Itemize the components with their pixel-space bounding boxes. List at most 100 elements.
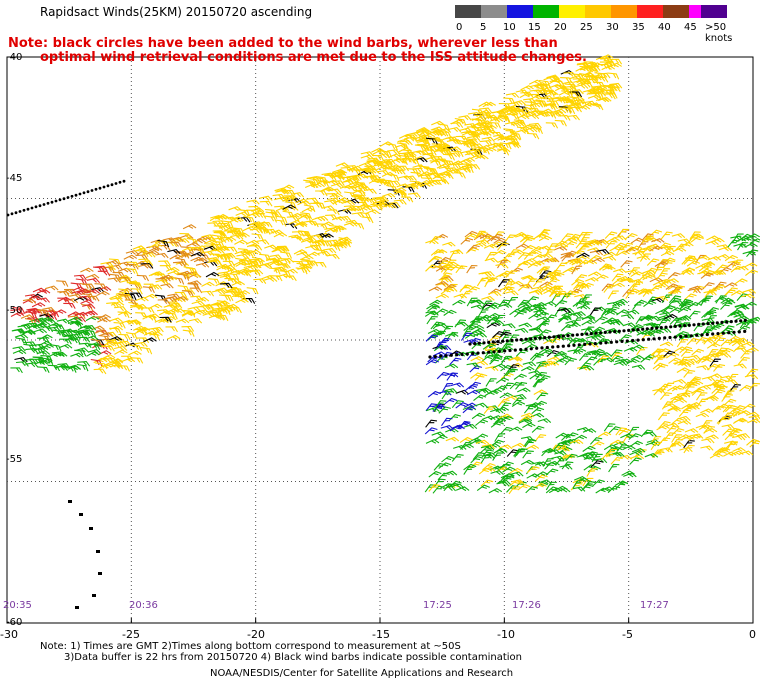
contamination-dot [75,606,79,609]
time-label: 17:25 [423,600,452,611]
contamination-dot [609,340,613,344]
contamination-dot [652,337,656,341]
wind-barb [129,344,143,351]
wind-barb [80,299,94,305]
legend-label: 25 [580,22,593,33]
legend-label: 0 [456,22,463,33]
contamination-dot [538,336,542,340]
contamination-dot [687,323,691,327]
wind-barb [163,275,177,281]
contamination-dot [487,340,491,344]
contamination-dot [622,329,626,333]
wind-barb [165,326,178,333]
wind-barb [382,158,396,165]
contamination-dot [692,323,696,327]
wind-barb [525,114,540,120]
wind-barb [400,196,414,203]
wind-barb [339,184,354,190]
legend-swatch [481,5,507,18]
contamination-dot [529,347,533,351]
contamination-dot [580,332,584,336]
contamination-dot [501,339,505,343]
legend-swatch [663,5,689,18]
contamination-dot [737,330,741,334]
wind-barb [31,302,46,308]
lat-label: -40 [6,52,23,63]
contamination-dot [575,333,579,337]
lat-label: -45 [6,173,23,184]
wind-barb [72,316,87,323]
wind-barb [102,266,116,274]
contamination-dot [66,196,70,199]
contamination-dot [689,334,693,338]
wind-barb [327,209,340,216]
wind-barb [338,215,352,222]
contamination-dot [608,330,612,334]
contamination-dot [540,346,544,350]
lat-label: -60 [6,617,23,628]
contamination-dot [110,183,114,187]
contamination-dot [533,336,537,340]
wind-barb [468,149,482,155]
contamination-dot [505,339,509,343]
contamination-dot [697,322,701,326]
contamination-dot [535,346,539,350]
contamination-dot [473,342,477,346]
wind-barb [211,289,226,295]
contamination-dot [593,342,597,346]
contamination-dot [510,338,514,342]
contamination-dot [58,198,62,202]
contamination-dot [604,341,608,345]
contamination-dot [551,345,555,349]
wind-barb [306,251,320,257]
contamination-dot [734,319,738,323]
contamination-dot [577,343,581,347]
contamination-dot [572,343,576,347]
contamination-dot [695,333,699,337]
wind-barb [132,245,147,251]
wind-barb [160,283,174,289]
legend-label: 10 [503,22,516,33]
contamination-dot [557,334,561,338]
wind-barb [387,153,402,159]
contamination-dot [701,322,705,326]
legend-label: 30 [606,22,619,33]
contamination-dot [641,327,645,331]
wind-barb [221,220,234,228]
lon-label: -15 [372,628,390,641]
legend-swatch [455,5,481,18]
contamination-dot [529,337,533,341]
wind-barb [97,357,111,363]
wind-barb [76,363,89,372]
wind-barb [249,269,264,275]
contamination-dot [543,336,547,340]
contamination-dot [118,180,122,184]
contamination-dot [98,186,102,190]
contamination-dot [465,352,469,356]
contamination-dot [515,338,519,342]
contamination-dot [721,331,725,335]
contamination-dot [90,189,94,192]
wind-barb [607,86,621,92]
lon-label: -20 [247,628,265,641]
lon-label: -25 [122,628,140,641]
legend-label: 40 [658,22,671,33]
lat-label: -55 [6,454,23,465]
contamination-dot [428,355,432,359]
contamination-dot [571,333,575,337]
contamination-dot [477,341,481,345]
wind-barb [381,192,396,198]
contamination-dot [588,342,592,346]
contamination-dot [79,513,83,516]
contamination-dot [26,207,30,211]
wind-barb [169,254,183,260]
contamination-dot [720,320,724,324]
wind-barb [172,277,185,285]
contamination-dot [663,336,667,340]
lon-label: -30 [0,628,18,641]
wind-barb [231,293,246,299]
contamination-dot [739,319,743,323]
legend-swatch [637,5,663,18]
contamination-dot [68,500,72,503]
